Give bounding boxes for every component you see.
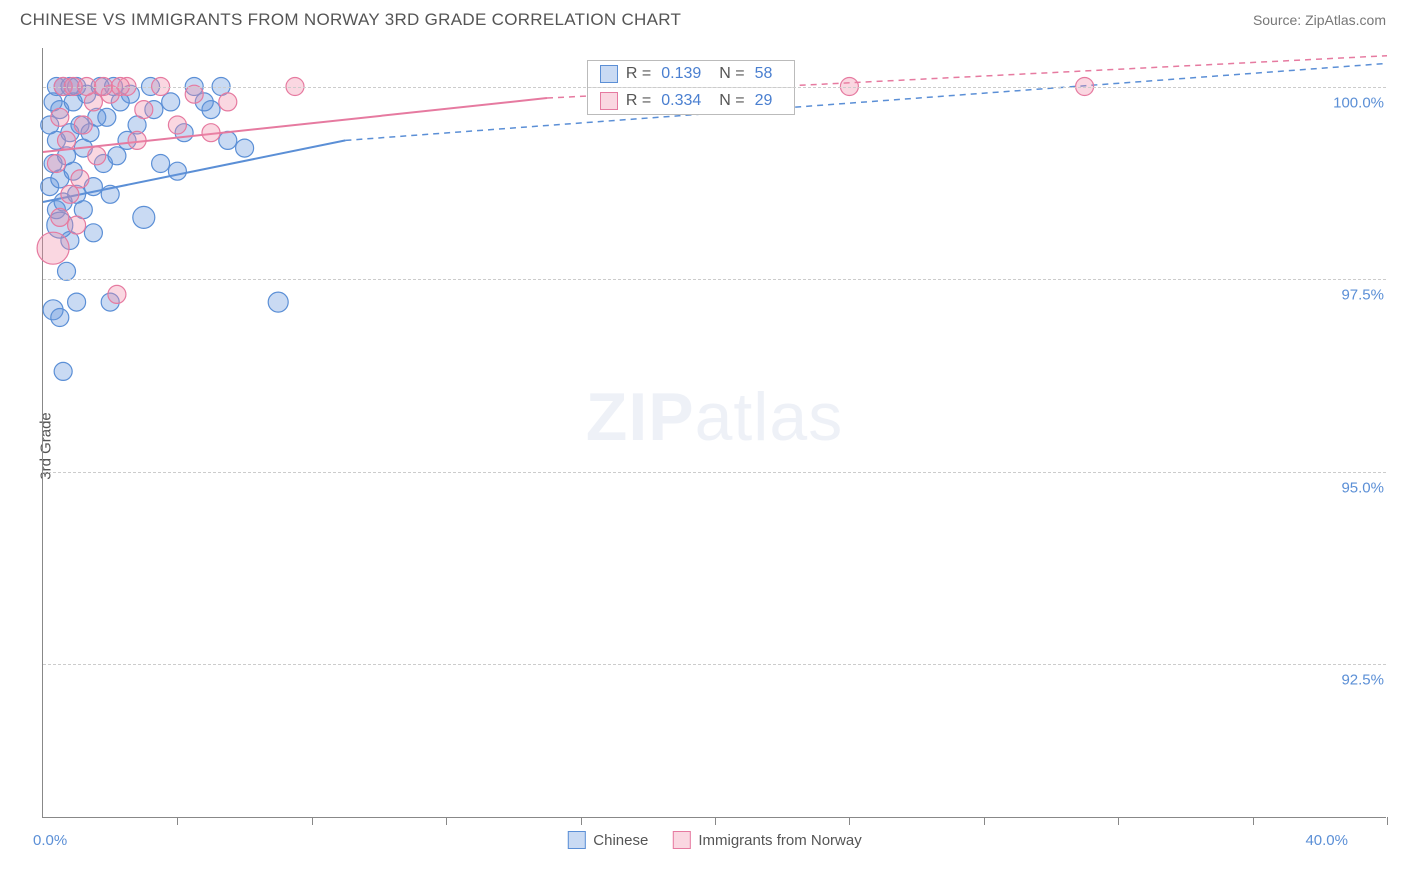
data-point bbox=[101, 185, 119, 203]
x-tick bbox=[1387, 817, 1388, 825]
data-point bbox=[108, 147, 126, 165]
data-point bbox=[135, 101, 153, 119]
data-point bbox=[71, 170, 89, 188]
x-tick bbox=[177, 817, 178, 825]
x-axis-max-label: 40.0% bbox=[1305, 832, 1348, 849]
r-label: R = bbox=[626, 92, 651, 110]
data-point bbox=[219, 131, 237, 149]
data-point bbox=[54, 362, 72, 380]
gridline bbox=[43, 472, 1386, 473]
data-point bbox=[236, 139, 254, 157]
data-point bbox=[51, 108, 69, 126]
data-point bbox=[168, 162, 186, 180]
series-legend: Chinese Immigrants from Norway bbox=[567, 831, 861, 849]
gridline bbox=[43, 279, 1386, 280]
y-tick-label: 95.0% bbox=[1337, 479, 1388, 496]
legend-row: R = 0.334 N = 29 bbox=[588, 88, 795, 114]
x-tick bbox=[849, 817, 850, 825]
data-point bbox=[219, 93, 237, 111]
data-point bbox=[152, 155, 170, 173]
data-point bbox=[128, 131, 146, 149]
x-tick bbox=[446, 817, 447, 825]
data-point bbox=[162, 93, 180, 111]
n-label: N = bbox=[719, 92, 744, 110]
x-tick bbox=[984, 817, 985, 825]
data-point bbox=[58, 262, 76, 280]
r-value: 0.139 bbox=[661, 65, 701, 83]
data-point bbox=[74, 116, 92, 134]
data-point bbox=[61, 185, 79, 203]
data-point bbox=[51, 208, 69, 226]
data-point bbox=[268, 292, 288, 312]
legend-swatch bbox=[672, 831, 690, 849]
data-point bbox=[68, 293, 86, 311]
r-label: R = bbox=[626, 65, 651, 83]
x-tick bbox=[312, 817, 313, 825]
x-axis-min-label: 0.0% bbox=[33, 832, 67, 849]
y-tick-label: 100.0% bbox=[1329, 94, 1388, 111]
x-tick bbox=[715, 817, 716, 825]
n-value: 29 bbox=[755, 92, 773, 110]
legend-item: Immigrants from Norway bbox=[672, 831, 861, 849]
data-point bbox=[58, 131, 76, 149]
data-point bbox=[133, 206, 155, 228]
n-label: N = bbox=[719, 65, 744, 83]
n-value: 58 bbox=[755, 65, 773, 83]
gridline bbox=[43, 87, 1386, 88]
data-point bbox=[68, 216, 86, 234]
legend-swatch bbox=[600, 65, 618, 83]
data-point bbox=[98, 108, 116, 126]
data-point bbox=[202, 124, 220, 142]
scatter-plot-svg bbox=[43, 48, 1386, 817]
data-point bbox=[37, 232, 69, 264]
y-tick-label: 97.5% bbox=[1337, 287, 1388, 304]
legend-label: Chinese bbox=[593, 832, 648, 849]
r-value: 0.334 bbox=[661, 92, 701, 110]
gridline bbox=[43, 664, 1386, 665]
data-point bbox=[51, 309, 69, 327]
legend-label: Immigrants from Norway bbox=[698, 832, 861, 849]
legend-swatch bbox=[567, 831, 585, 849]
data-point bbox=[88, 147, 106, 165]
chart-plot-area: ZIPatlas R =0.139N =58R =0.334N =29 Chin… bbox=[42, 48, 1386, 818]
data-point bbox=[84, 224, 102, 242]
source-label: Source: ZipAtlas.com bbox=[1253, 12, 1386, 28]
legend-row: R = 0.139 N = 58 bbox=[588, 61, 795, 88]
legend-swatch bbox=[600, 92, 618, 110]
x-tick bbox=[1118, 817, 1119, 825]
header: CHINESE VS IMMIGRANTS FROM NORWAY 3RD GR… bbox=[0, 0, 1406, 38]
data-point bbox=[47, 155, 65, 173]
data-point bbox=[168, 116, 186, 134]
chart-title: CHINESE VS IMMIGRANTS FROM NORWAY 3RD GR… bbox=[20, 10, 681, 30]
data-point bbox=[185, 85, 203, 103]
x-tick bbox=[1253, 817, 1254, 825]
legend-item: Chinese bbox=[567, 831, 648, 849]
data-point bbox=[108, 285, 126, 303]
x-tick bbox=[581, 817, 582, 825]
y-tick-label: 92.5% bbox=[1337, 672, 1388, 689]
